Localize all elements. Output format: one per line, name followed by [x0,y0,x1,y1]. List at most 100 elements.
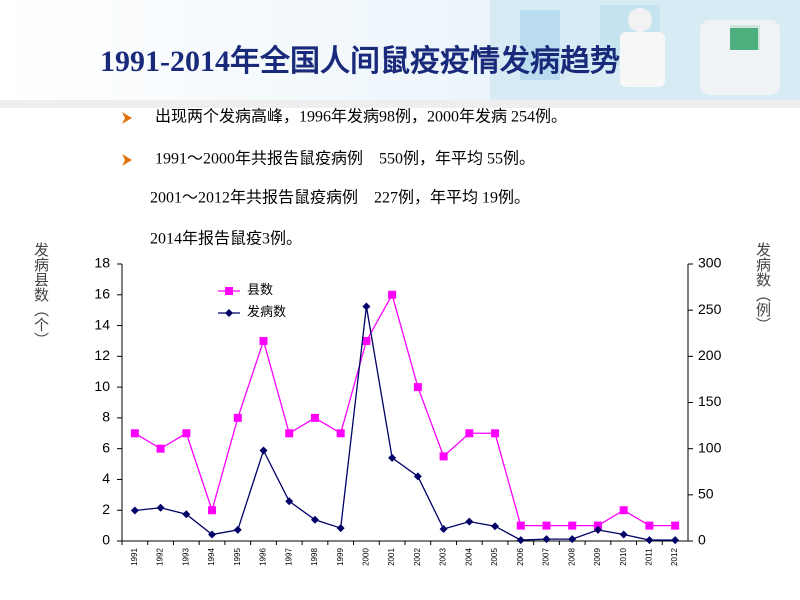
header-rule [0,100,800,108]
point [336,524,345,533]
point [208,506,217,515]
x-tick-label: 2002 [413,548,422,566]
point [465,429,474,438]
y-tick-label: 6 [102,439,110,455]
point [362,302,371,311]
x-tick-label: 1991 [130,548,139,566]
point [645,521,654,530]
y-tick-label: 2 [102,501,110,517]
x-tick-label: 1999 [336,548,345,566]
point [388,290,397,299]
x-tick-label: 2009 [593,548,602,566]
x-tick-label: 1996 [259,548,268,566]
y-tick-label: 18 [94,255,110,271]
x-tick-label: 1997 [284,548,293,566]
bullet-marker [122,154,132,166]
point [491,429,500,438]
point [233,413,242,422]
bullets: 出现两个发病高峰，1996年发病98例，2000年发病 254例。 1991～20… [122,108,567,248]
point [568,535,577,544]
x-tick-label: 2007 [542,548,551,566]
y2-tick-label: 250 [698,301,722,317]
y-tick-label: 12 [94,347,110,363]
x-tick-label: 1995 [233,548,242,566]
x-tick-label: 2000 [362,548,371,566]
point [542,521,551,530]
point [619,506,628,515]
point [285,497,294,506]
y2-tick-label: 50 [698,486,714,502]
legend-label: 发病数 [247,304,286,319]
point [225,287,233,295]
bullet-text: 2014年报告鼠疫3例。 [150,230,302,248]
y2-tick-label: 300 [698,255,722,271]
y-tick-label: 8 [102,409,110,425]
point [568,521,577,530]
y2-axis-label: 发病数（例） [754,242,771,332]
bullet-marker [122,112,132,124]
point [310,515,319,524]
point [362,336,371,345]
series-line [134,306,676,541]
y2-tick-label: 100 [698,439,722,455]
point [130,506,139,515]
point [130,429,139,438]
point [310,413,319,422]
point [645,536,654,545]
bullet-text: 1991～2000年共报告鼠疫病例 550例，年平均 55例。 [155,150,535,168]
point [413,383,422,392]
x-tick-label: 2001 [387,548,396,566]
point [439,524,448,533]
point [671,536,680,545]
point [182,429,191,438]
legend-label: 县数 [247,282,273,297]
point [439,452,448,461]
y2-tick-label: 200 [698,347,722,363]
y-tick-label: 4 [102,470,110,486]
header-photo [490,0,800,100]
point [225,309,233,317]
x-tick-label: 2010 [619,548,628,566]
x-tick-label: 2008 [567,548,576,566]
bullet-text: 2001～2012年共报告鼠疫病例 227例，年平均 19例。 [150,189,530,207]
y-tick-label: 16 [94,285,110,301]
y2-tick-label: 0 [698,532,706,548]
point [259,446,268,455]
point [233,525,242,534]
point [388,453,397,462]
x-tick-label: 2012 [670,548,679,566]
point [593,521,602,530]
point [259,336,268,345]
y-tick-label: 10 [94,378,110,394]
x-tick-label: 2006 [516,548,525,566]
x-tick-label: 1993 [181,548,190,566]
point [671,521,680,530]
x-tick-label: 2011 [645,548,654,566]
bullet-text: 出现两个发病高峰，1996年发病98例，2000年发病 254例。 [155,108,567,126]
x-tick-label: 1994 [207,548,216,566]
x-tick-label: 2005 [490,548,499,566]
series-line [134,293,676,527]
point [593,525,602,534]
point [465,517,474,526]
point [336,429,345,438]
y2-tick-label: 150 [698,393,722,409]
point [516,536,525,545]
x-tick-label: 2003 [439,548,448,566]
point [156,503,165,512]
point [491,522,500,531]
y-axis-label: 发病县数（个） [32,242,49,347]
point [285,429,294,438]
point [619,530,628,539]
point [208,530,217,539]
chart: 0 2 4 6 8 10 12 14 16 18 0 50 100 150 200 250 300 1991 199… [32,242,771,566]
x-tick-label: 2004 [464,548,473,566]
point [516,521,525,530]
x-tick-label: 1992 [156,548,165,566]
y-tick-label: 14 [94,316,110,332]
y-tick-label: 0 [102,532,110,548]
slide-title: 1991-2014年全国人间鼠疫疫情发病趋势 [100,44,620,78]
point [542,535,551,544]
